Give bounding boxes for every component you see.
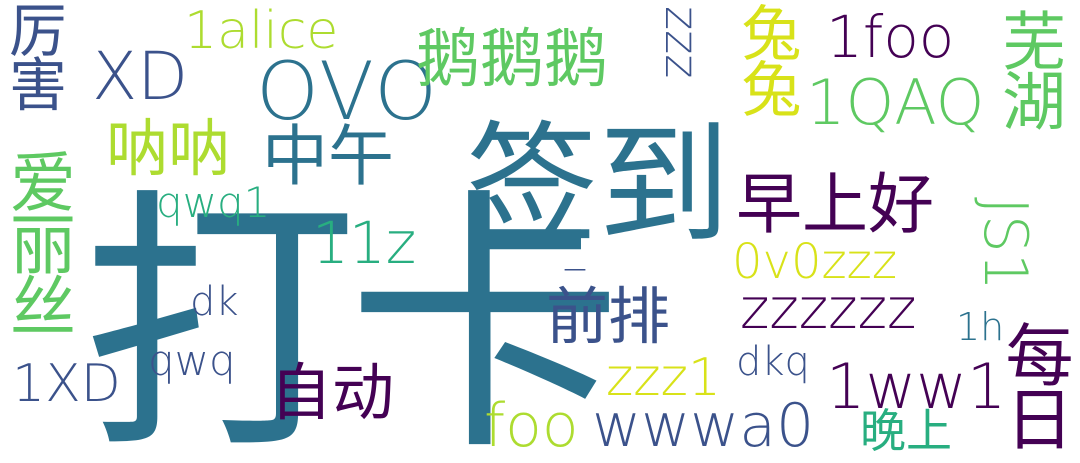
word-js1: JS1 (970, 197, 1040, 291)
word-foo: foo (484, 391, 579, 461)
word-daka: 打卡 (82, 167, 623, 463)
word-eeee: 鹅鹅鹅 (416, 23, 608, 97)
word-xd: XD (92, 38, 189, 115)
word-wwwa0: wwwa0 (592, 391, 815, 461)
word-1h: 1h (956, 305, 1005, 349)
word-0v0zzz: 0v0zzz (732, 234, 898, 290)
word-11z: 11z (312, 209, 417, 277)
word-wanshang: 晚上 (860, 404, 952, 458)
word-1xd: 1XD (12, 354, 121, 414)
word-dk: dk (190, 279, 239, 325)
word-ovo: OVO (256, 45, 439, 138)
word-qiandao: 签到 (466, 109, 730, 263)
word-tutu: 兔兔 (731, 2, 801, 115)
word-1qaq: 1QAQ (806, 66, 985, 139)
word-zhongwu: 中午 (262, 118, 394, 195)
word-lihai: 厉害 (0, 0, 67, 110)
word-zzzzzz: zzzzzz (740, 277, 917, 342)
word-1foo: 1foo (826, 3, 955, 71)
word-dkq: dkq (736, 339, 810, 385)
word-qwq1: qwq1 (156, 178, 271, 227)
word-ailisi: 爱丽丝 (0, 148, 76, 335)
word-zzz-vertical: zzz (655, 6, 709, 79)
word-zzz1: zzz1 (606, 348, 721, 408)
word-meiri: 每日 (993, 320, 1072, 448)
word-nana: 呐呐 (106, 112, 231, 185)
word-qwq: qwq (148, 336, 236, 385)
word-qianpai: 前排 (546, 280, 671, 353)
word-underscore: _ (565, 225, 585, 271)
word-1ww1: 1ww1 (826, 350, 1007, 423)
word-wuhu: 芜湖 (991, 8, 1065, 129)
word-1alice: 1alice (184, 1, 339, 61)
word-zidong: 自动 (270, 356, 395, 429)
word-zaoshanghao: 早上好 (736, 166, 934, 243)
